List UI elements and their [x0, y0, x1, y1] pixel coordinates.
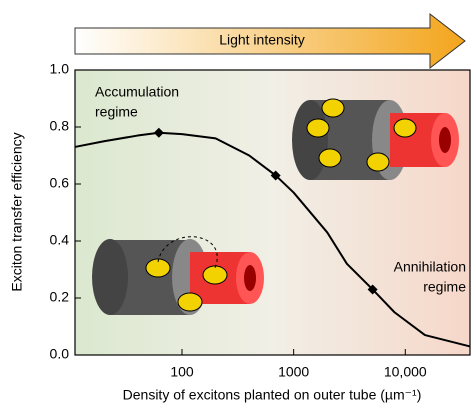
x-tick-label: 1000: [278, 364, 309, 380]
y-tick-label: 0.0: [50, 346, 70, 362]
y-tick-label: 0.4: [50, 232, 70, 248]
y-tick-label: 0.2: [50, 289, 70, 305]
y-tick-label: 0.8: [50, 118, 70, 134]
annotation: regime: [423, 279, 466, 295]
x-tick-label: 10,000: [384, 364, 427, 380]
annotation: Accumulation: [95, 84, 179, 100]
y-tick-label: 0.6: [50, 175, 70, 191]
x-tick-label: 100: [170, 364, 194, 380]
y-tick-label: 1.0: [50, 61, 70, 77]
annotation: Annihilation: [394, 259, 466, 275]
chart: Light intensity Accumulation regime Anni…: [0, 0, 473, 410]
annotation: regime: [95, 104, 138, 120]
x-axis-label: Density of excitons planted on outer tub…: [123, 387, 422, 403]
banner-text: Light intensity: [219, 32, 305, 48]
y-axis-label: Exciton transfer efficiency: [9, 132, 25, 291]
